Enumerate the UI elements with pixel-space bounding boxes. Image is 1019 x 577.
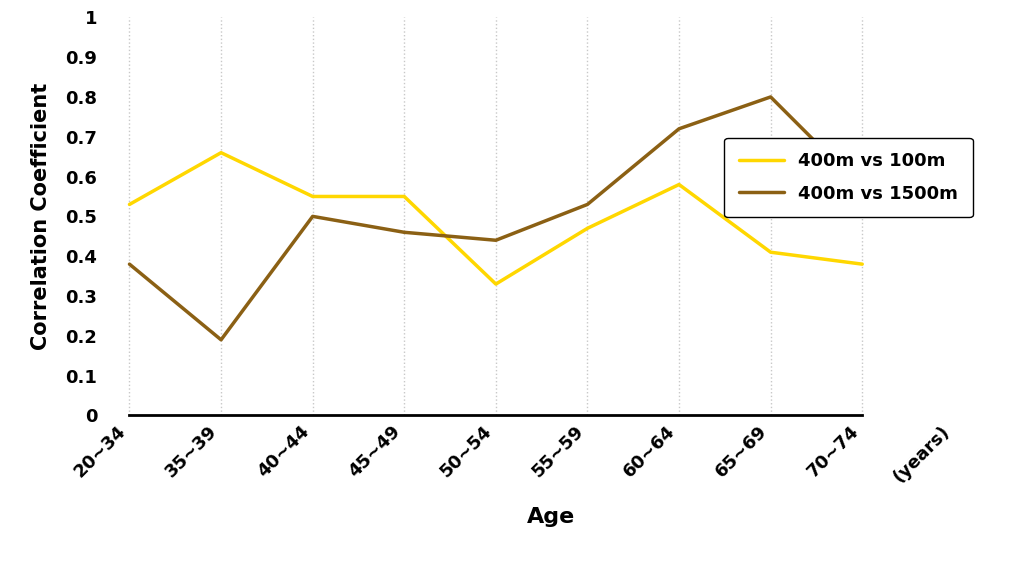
400m vs 100m: [397, 193, 410, 200]
400m vs 1500m: [581, 201, 593, 208]
400m vs 100m: [673, 181, 685, 188]
400m vs 1500m: [123, 261, 136, 268]
400m vs 1500m: [215, 336, 227, 343]
400m vs 1500m: [307, 213, 319, 220]
400m vs 1500m: [489, 237, 501, 243]
400m vs 1500m: [855, 185, 867, 192]
400m vs 100m: [215, 149, 227, 156]
400m vs 100m: [855, 261, 867, 268]
400m vs 1500m: [673, 125, 685, 132]
Line: 400m vs 1500m: 400m vs 1500m: [129, 97, 861, 340]
400m vs 100m: [581, 225, 593, 232]
400m vs 1500m: [397, 229, 410, 236]
400m vs 1500m: [764, 93, 776, 100]
400m vs 100m: [123, 201, 136, 208]
Y-axis label: Correlation Coefficient: Correlation Coefficient: [32, 83, 51, 350]
Line: 400m vs 100m: 400m vs 100m: [129, 153, 861, 284]
X-axis label: Age: Age: [526, 507, 575, 527]
Legend: 400m vs 100m, 400m vs 1500m: 400m vs 100m, 400m vs 1500m: [723, 138, 972, 217]
400m vs 100m: [489, 280, 501, 287]
400m vs 100m: [307, 193, 319, 200]
400m vs 100m: [764, 249, 776, 256]
